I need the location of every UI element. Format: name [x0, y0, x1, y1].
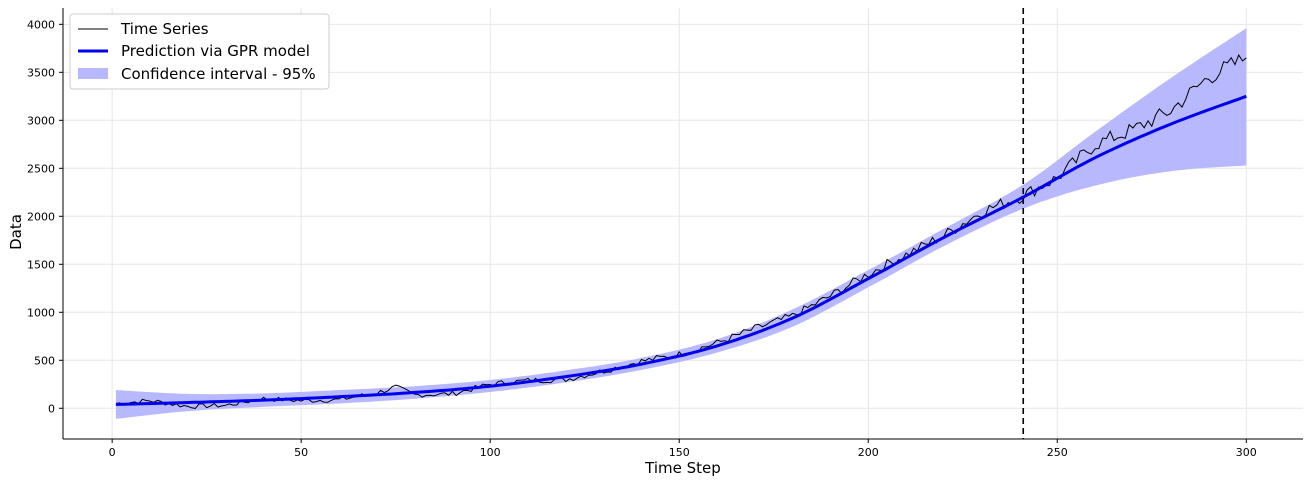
- x-tick-label: 100: [480, 446, 501, 459]
- legend-swatch-confidence: [78, 68, 108, 79]
- x-tick-label: 200: [858, 446, 879, 459]
- y-tick-label: 1000: [27, 306, 55, 319]
- x-tick-label: 150: [669, 446, 690, 459]
- y-tick-label: 4000: [27, 18, 55, 31]
- y-tick-label: 1500: [27, 258, 55, 271]
- prediction-layer: [115, 94, 1247, 406]
- legend-label-confidence: Confidence interval - 95%: [121, 65, 316, 83]
- legend: Time Series Prediction via GPR model Con…: [69, 13, 330, 90]
- y-tick-label: 500: [34, 354, 55, 367]
- y-tick-label: 2500: [27, 162, 55, 175]
- legend-box: [69, 13, 330, 90]
- y-tick-layer: 0 500 1000 1500 2000 2500 3000 3500 4000: [27, 18, 63, 415]
- y-tick-label: 3500: [27, 66, 55, 79]
- y-axis-title: Data: [7, 214, 25, 250]
- x-tick-label: 250: [1047, 446, 1068, 459]
- x-tick-label: 300: [1236, 446, 1257, 459]
- legend-label-time-series: Time Series: [120, 20, 209, 38]
- legend-label-prediction: Prediction via GPR model: [121, 42, 310, 60]
- x-tick-layer: 0 50 100 150 200 250 300: [109, 439, 1257, 459]
- prediction-line: [115, 94, 1247, 406]
- y-tick-label: 3000: [27, 114, 55, 127]
- y-tick-label: 2000: [27, 210, 55, 223]
- x-tick-label: 50: [294, 446, 308, 459]
- x-tick-label: 0: [109, 446, 116, 459]
- y-tick-label: 0: [48, 402, 55, 415]
- x-axis-title: Time Step: [644, 459, 721, 477]
